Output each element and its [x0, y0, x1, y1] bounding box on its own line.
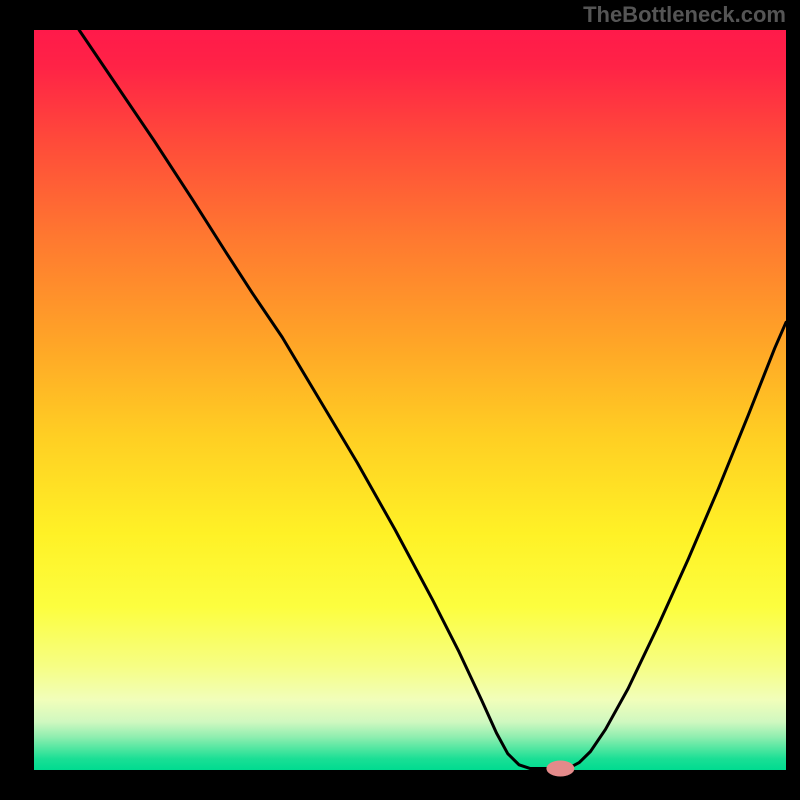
- chart-svg: [0, 0, 800, 800]
- plot-gradient-background: [34, 30, 786, 770]
- chart-canvas: TheBottleneck.com: [0, 0, 800, 800]
- watermark-text: TheBottleneck.com: [583, 2, 786, 28]
- optimal-marker: [546, 761, 574, 777]
